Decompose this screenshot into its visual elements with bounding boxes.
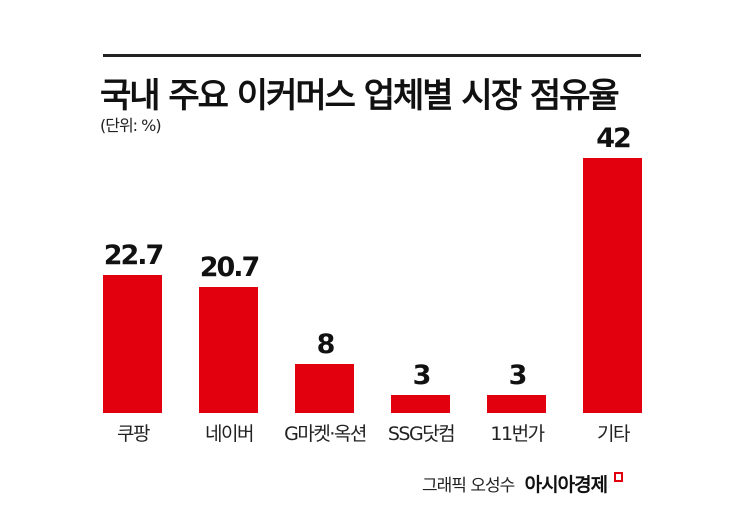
credit-line: 그래픽 오성수 아시아경제: [422, 470, 624, 497]
value-label-naver: 20.7: [199, 252, 261, 283]
category-label-ssg: SSG닷컴: [387, 423, 456, 445]
bar-gmarket-auction: [295, 364, 354, 413]
value-label-11st: 3: [508, 360, 528, 391]
title-rule: [103, 54, 641, 57]
value-label-others: 42: [596, 123, 632, 154]
category-label-11st: 11번가: [490, 423, 545, 445]
category-label-others: 기타: [597, 423, 630, 445]
value-label-coupang: 22.7: [103, 240, 165, 271]
bar-others: [583, 158, 642, 413]
unit-label: (단위: %): [100, 116, 162, 135]
chart-title: 국내 주요 이커머스 업체별 시장 점유율: [100, 76, 620, 116]
value-label-gmarket-auction: 8: [316, 329, 336, 360]
value-label-ssg: 3: [412, 360, 432, 391]
publisher-brand: 아시아경제: [524, 474, 608, 496]
category-label-coupang: 쿠팡: [117, 423, 150, 445]
bar-naver: [199, 287, 258, 413]
graphic-credit: 그래픽 오성수: [422, 476, 515, 496]
bar-ssg: [391, 395, 450, 413]
bar-coupang: [103, 275, 162, 413]
bar-11st: [487, 395, 546, 413]
category-label-naver: 네이버: [205, 423, 254, 445]
brand-logo-icon: [614, 472, 624, 482]
category-label-gmarket-auction: G마켓·옥션: [284, 423, 367, 445]
